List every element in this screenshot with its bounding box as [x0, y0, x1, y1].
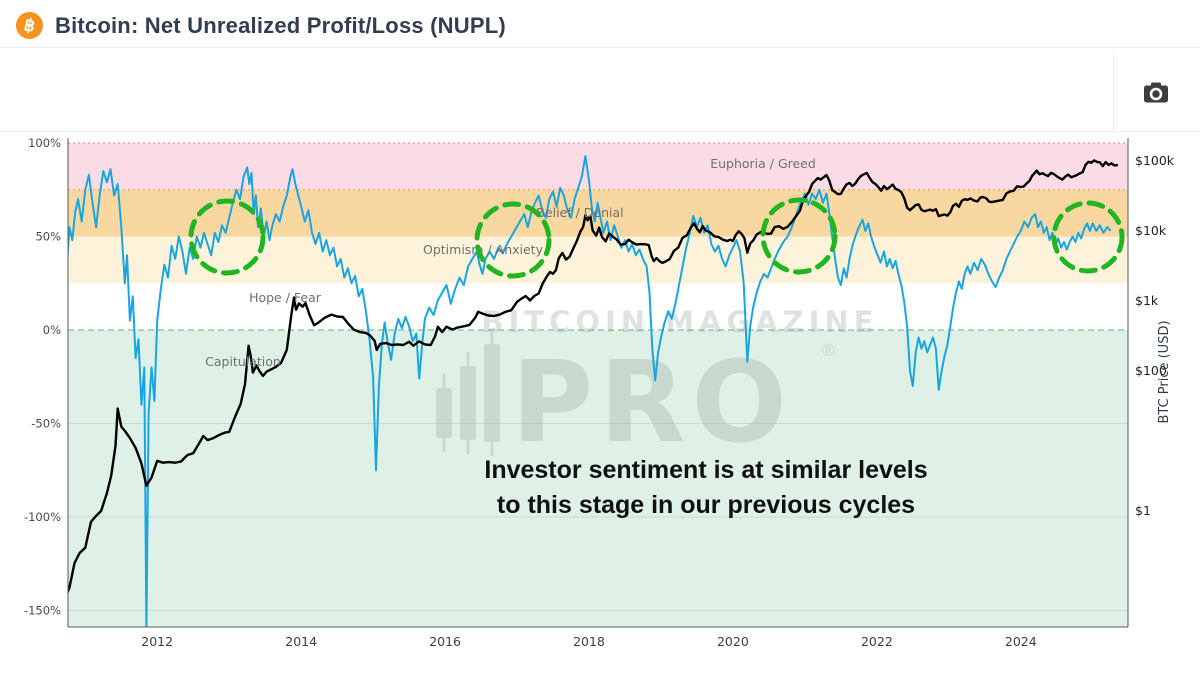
- left-axis-tick: -100%: [24, 510, 61, 524]
- zone-optimism-anxiety: [68, 236, 1128, 284]
- left-axis-tick: 0%: [43, 323, 61, 337]
- highlight-circle-1: [188, 198, 266, 276]
- toolbar-vertical-divider: [1113, 52, 1114, 131]
- x-axis-tick-2016: 2016: [429, 634, 461, 649]
- series-nupl: [68, 155, 1112, 627]
- right-axis-tick: $100k: [1135, 153, 1175, 168]
- watermark-candle-body: [436, 388, 452, 438]
- zone-label-hope-fear: Hope / Fear: [249, 290, 322, 305]
- series-btc-price: [68, 159, 1119, 595]
- left-axis-tick: 100%: [28, 136, 61, 150]
- right-axis-title: BTC Price (USD): [1157, 320, 1172, 423]
- right-axis-tick: $1: [1135, 503, 1151, 518]
- annotation-line-1: Investor sentiment is at similar levels: [484, 456, 927, 484]
- highlight-circle-3: [760, 197, 838, 275]
- screenshot-button[interactable]: [1140, 78, 1172, 106]
- annotation-line-2: to this stage in our previous cycles: [497, 491, 915, 519]
- header-divider: [0, 47, 1200, 48]
- left-axis-tick: -150%: [24, 604, 61, 618]
- zone-label-capitulation: Capitulation: [205, 354, 281, 369]
- camera-icon: [1144, 82, 1168, 103]
- highlight-circle-2: [474, 201, 552, 279]
- right-axis-tick: $1k: [1135, 293, 1159, 308]
- zone-label-euphoria-greed: Euphoria / Greed: [710, 156, 816, 171]
- toolbar-divider: [0, 131, 1200, 132]
- right-axis-tick: $100: [1135, 363, 1167, 378]
- x-axis-tick-2014: 2014: [285, 634, 317, 649]
- highlight-circle-4: [1051, 200, 1125, 274]
- zone-label-optimism-anxiety: Optimism / Anxiety: [423, 242, 544, 257]
- left-axis-tick: -50%: [31, 417, 61, 431]
- bitcoin-logo-icon: ฿: [16, 12, 43, 39]
- page-header: ฿ Bitcoin: Net Unrealized Profit/Loss (N…: [16, 12, 506, 39]
- watermark-brand-text: BITCOIN MAGAZINE: [481, 305, 878, 339]
- watermark-candle-body: [460, 366, 476, 440]
- x-axis-tick-2024: 2024: [1005, 634, 1037, 649]
- x-axis-tick-2022: 2022: [861, 634, 893, 649]
- x-axis-tick-2018: 2018: [573, 634, 605, 649]
- page-title: Bitcoin: Net Unrealized Profit/Loss (NUP…: [55, 12, 506, 38]
- left-axis-tick: 50%: [35, 230, 61, 244]
- watermark-registered-mark: ®: [820, 341, 837, 361]
- watermark-candle-body: [484, 344, 500, 442]
- zone-euphoria-greed: [68, 143, 1128, 190]
- x-axis-tick-2020: 2020: [717, 634, 749, 649]
- zone-label-belief-denial: Belief / Denial: [536, 205, 623, 220]
- x-axis-tick-2012: 2012: [141, 634, 173, 649]
- right-axis-tick: $10k: [1135, 223, 1167, 238]
- watermark-pro-text: PRO: [511, 338, 793, 468]
